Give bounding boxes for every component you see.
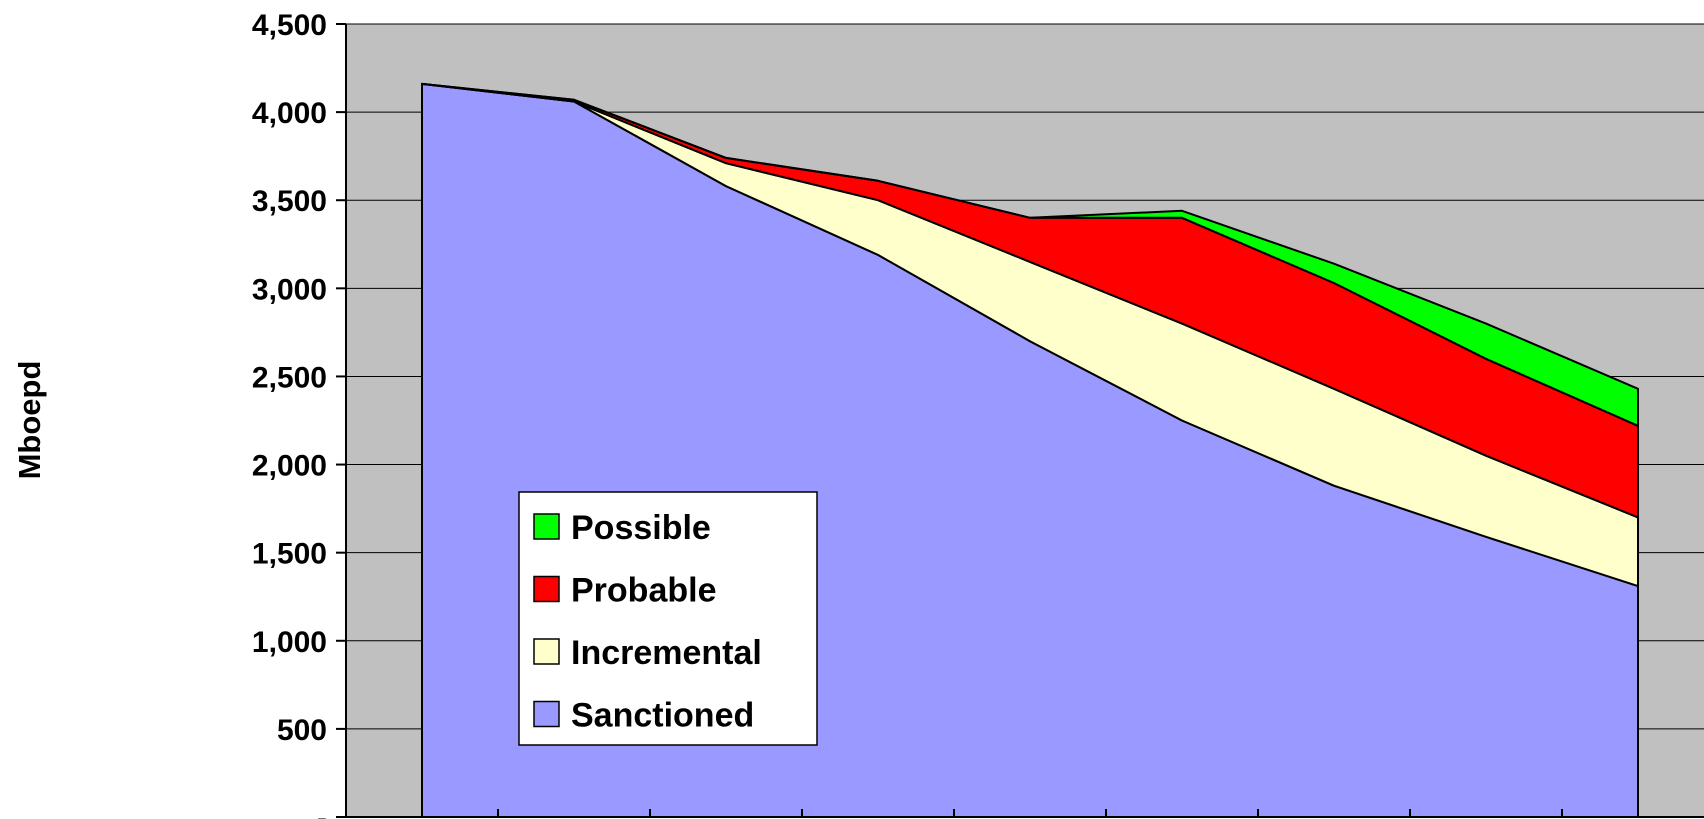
axes: - 500 1,000 1,500 2,000 2,500 3,000 3,500 4,000 4… <box>252 9 1704 819</box>
y-tick-label-6: 3,000 <box>252 273 327 306</box>
legend-label-sanctioned: Sanctioned <box>571 697 754 735</box>
y-tick-label-5: 2,500 <box>252 361 327 394</box>
y-tick-label-4: 2,000 <box>252 450 327 483</box>
legend-label-probable: Probable <box>571 572 716 610</box>
legend-label-incremental: Incremental <box>571 634 762 672</box>
y-tick-label-1: 500 <box>277 714 327 747</box>
legend-swatch-probable <box>533 575 560 603</box>
legend-swatch-possible <box>533 513 560 540</box>
y-tick-label-0: - <box>317 802 327 819</box>
y-tick-label-7: 3,500 <box>252 185 327 218</box>
y-tick-label-3: 1,500 <box>252 538 327 571</box>
area-possible <box>421 82 1639 427</box>
y-axis-title: Mboepd <box>12 361 47 480</box>
legend-box <box>518 491 818 746</box>
legend: Possible Probable Incremental Sanctioned <box>518 491 818 746</box>
y-tick-label-9: 4,500 <box>252 9 327 42</box>
legend-swatch-incremental <box>533 638 560 665</box>
legend-swatch-sanctioned <box>533 700 560 728</box>
legend-label-possible: Possible <box>571 509 711 547</box>
y-tick-label-8: 4,000 <box>252 97 327 130</box>
y-tick-label-2: 1,000 <box>252 626 327 659</box>
